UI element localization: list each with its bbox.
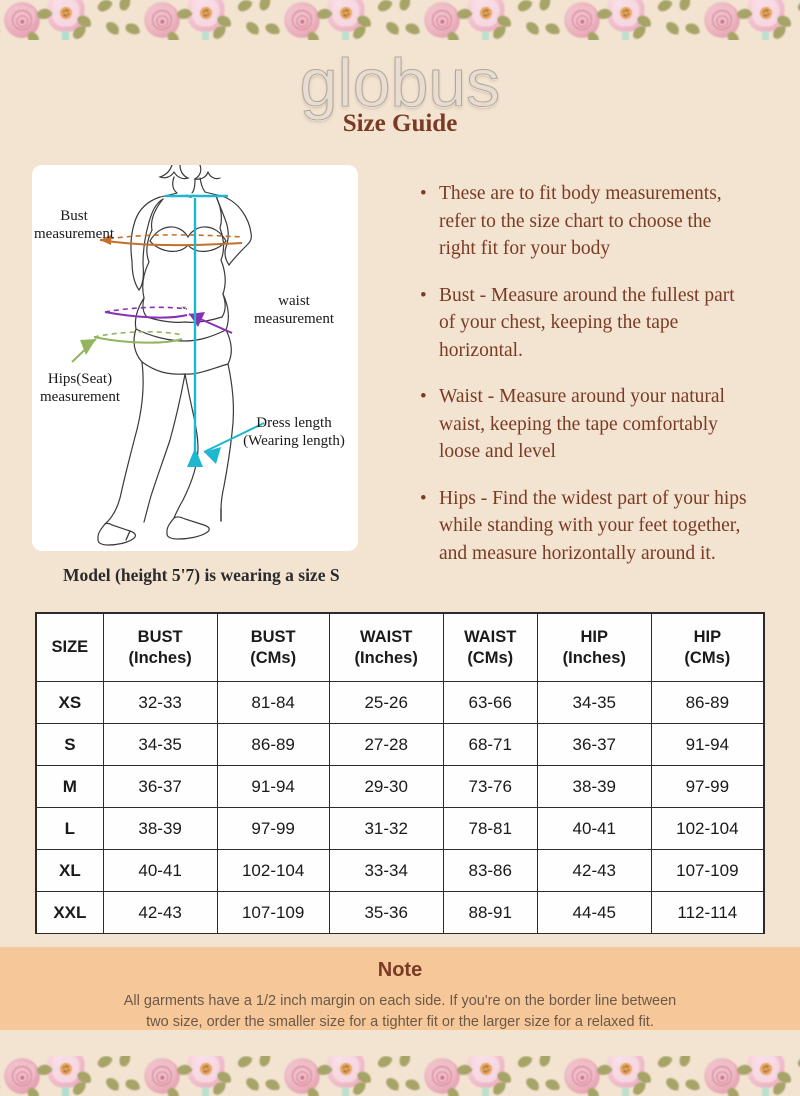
svg-text:measurement: measurement: [254, 311, 335, 327]
svg-text:(Wearing length): (Wearing length): [243, 433, 345, 449]
svg-text:measurement: measurement: [40, 389, 121, 405]
svg-text:measurement: measurement: [34, 226, 115, 242]
svg-text:Bust: Bust: [60, 208, 88, 224]
svg-text:Dress length: Dress length: [256, 415, 332, 431]
svg-text:Hips(Seat): Hips(Seat): [48, 371, 112, 387]
svg-text:waist: waist: [278, 293, 310, 309]
